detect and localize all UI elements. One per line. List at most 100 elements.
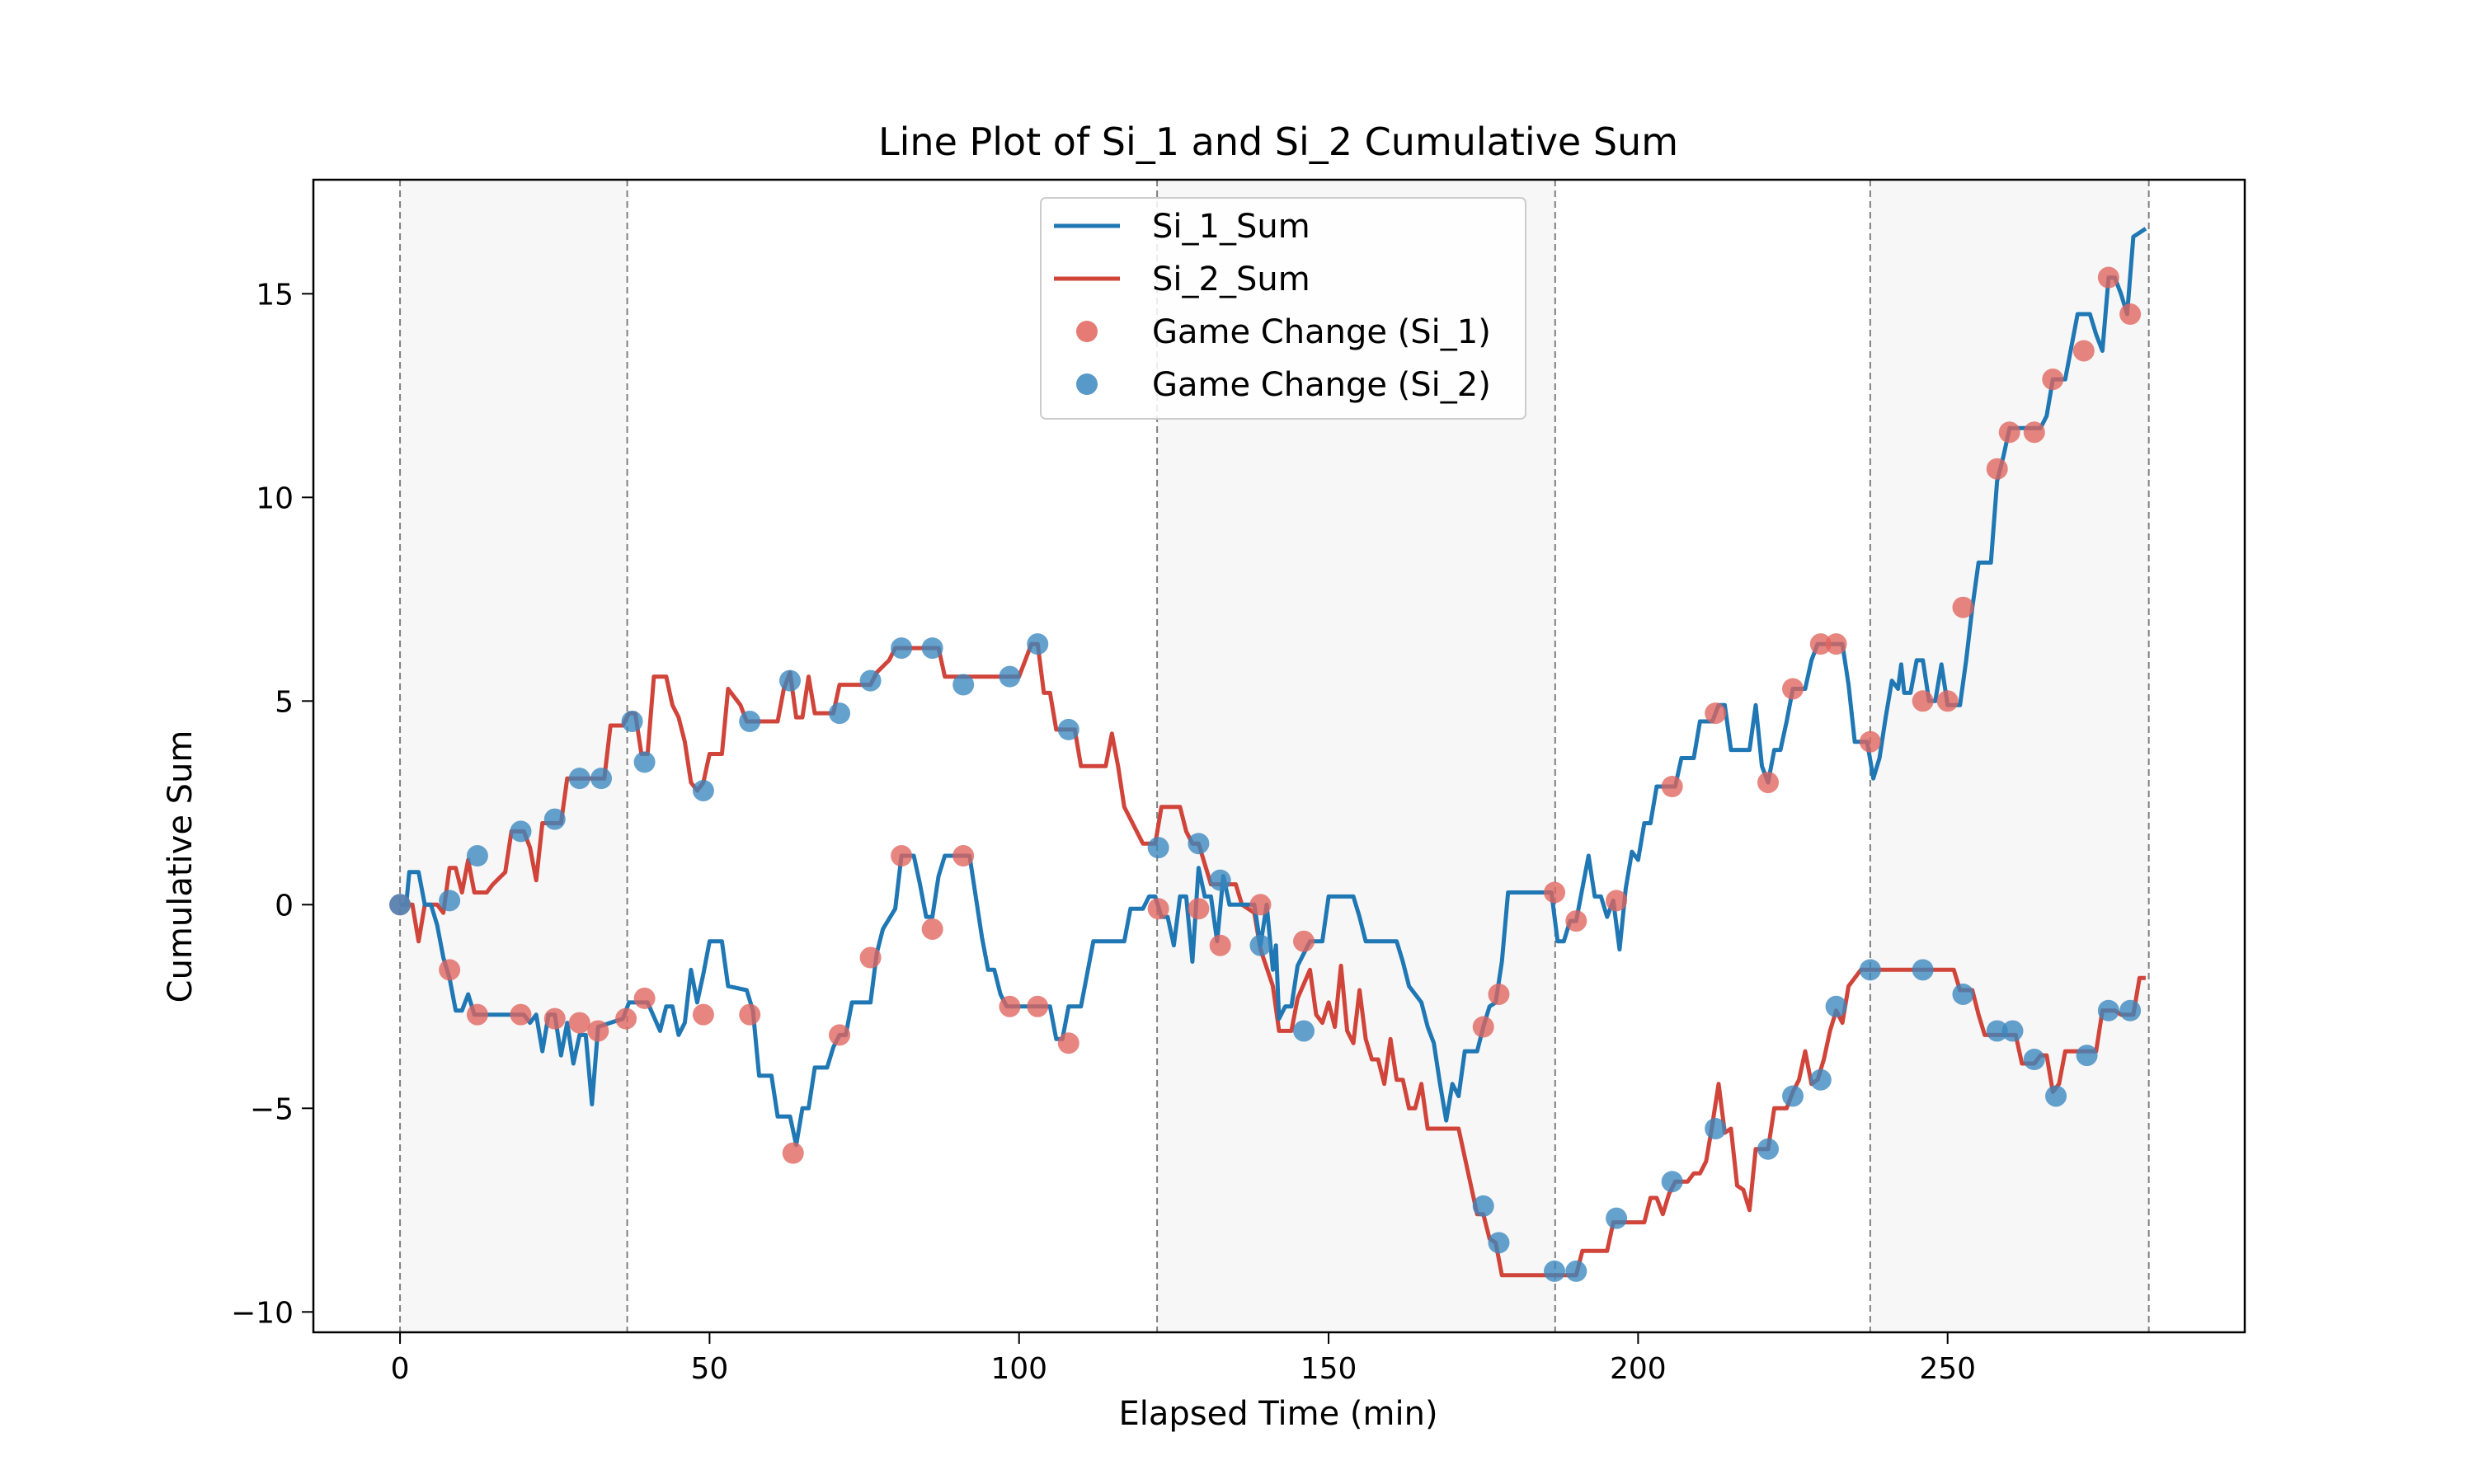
marker-si1-3 <box>466 1003 488 1026</box>
y-tick-label-5: 5 <box>275 685 294 719</box>
marker-si2-1 <box>389 894 412 916</box>
y-tick-label-15: 15 <box>256 278 294 312</box>
marker-si2-21 <box>1147 837 1169 859</box>
series-line-si-1-sum <box>400 227 2147 1148</box>
marker-si1-22 <box>1188 898 1210 920</box>
marker-si2-15 <box>891 637 913 660</box>
marker-si2-12 <box>778 669 801 692</box>
y-tick-label-10: 10 <box>256 481 294 515</box>
marker-si1-30 <box>1606 890 1628 912</box>
marker-si1-15 <box>891 845 913 867</box>
marker-si2-33 <box>1757 1138 1780 1160</box>
marker-si1-41 <box>1986 458 2008 480</box>
marker-si1-18 <box>999 995 1021 1017</box>
marker-si2-32 <box>1705 1118 1727 1140</box>
marker-si1-16 <box>921 918 943 940</box>
series-line-si-2-sum <box>400 641 2146 1278</box>
marker-si2-16 <box>921 637 943 660</box>
marker-si1-13 <box>829 1024 851 1046</box>
marker-si2-28 <box>1544 1260 1566 1282</box>
marker-si1-23 <box>1209 934 1231 956</box>
marker-si2-44 <box>2076 1045 2098 1067</box>
legend-label-4: Game Change (Si_2) <box>1152 366 1491 404</box>
period-boundaries <box>399 180 2150 1332</box>
marker-si2-2 <box>439 890 461 912</box>
legend-label-3: Game Change (Si_1) <box>1152 313 1491 351</box>
x-tick-label-100: 100 <box>990 1352 1047 1386</box>
marker-si2-22 <box>1188 833 1210 855</box>
marker-si2-41 <box>2001 1020 2024 1042</box>
marker-si2-6 <box>568 768 590 790</box>
x-tick-label-50: 50 <box>691 1352 729 1386</box>
marker-si2-25 <box>1293 1020 1315 1042</box>
marker-si1-24 <box>1249 894 1272 916</box>
marker-si1-7 <box>587 1020 609 1042</box>
plot-area-frame <box>312 178 2246 1334</box>
marker-si2-14 <box>859 669 882 692</box>
marker-si2-34 <box>1782 1085 1804 1107</box>
marker-si2-30 <box>1606 1207 1628 1229</box>
marker-si1-42 <box>1998 421 2020 444</box>
marker-si1-14 <box>859 946 882 969</box>
marker-si1-17 <box>952 845 975 867</box>
marker-si2-36 <box>1825 995 1847 1017</box>
marker-si2-13 <box>829 702 851 725</box>
marker-si2-24 <box>1249 934 1272 956</box>
game-change-markers <box>389 266 2142 1282</box>
marker-si1-32 <box>1705 702 1727 725</box>
legend-label-1: Si_1_Sum <box>1152 208 1310 246</box>
marker-si2-35 <box>1809 1068 1832 1091</box>
x-tick-label-200: 200 <box>1610 1352 1667 1386</box>
marker-si2-23 <box>1209 869 1231 891</box>
marker-si1-2 <box>439 959 461 981</box>
marker-si1-46 <box>2097 266 2119 289</box>
marker-si2-27 <box>1488 1232 1510 1254</box>
marker-si2-45 <box>2097 999 2119 1021</box>
marker-si1-29 <box>1565 910 1587 932</box>
marker-si2-17 <box>952 674 975 696</box>
marker-si1-44 <box>2042 369 2064 391</box>
marker-si1-37 <box>1859 730 1881 753</box>
x-axis-ticks: 0 50 100 150 200 250 <box>391 1332 1976 1386</box>
marker-si2-42 <box>2023 1049 2045 1071</box>
chart-title: Line Plot of Si_1 and Si_2 Cumulative Su… <box>878 120 1678 164</box>
marker-si2-40 <box>1986 1020 2008 1042</box>
marker-si2-18 <box>999 665 1021 688</box>
marker-si2-4 <box>510 820 532 843</box>
marker-si2-5 <box>543 808 566 830</box>
x-tick-label-250: 250 <box>1919 1352 1976 1386</box>
marker-si1-5 <box>543 1007 566 1030</box>
marker-si1-4 <box>510 1003 532 1026</box>
marker-si2-26 <box>1472 1195 1494 1217</box>
legend-box <box>1040 197 1526 420</box>
marker-si1-27 <box>1488 983 1510 1005</box>
marker-si1-19 <box>1027 995 1049 1017</box>
marker-si2-38 <box>1912 959 1934 981</box>
marker-si1-33 <box>1757 772 1780 794</box>
marker-si2-39 <box>1952 983 1974 1005</box>
marker-si2-19 <box>1027 633 1049 655</box>
legend-swatch-4 <box>1076 373 1098 395</box>
marker-si1-20 <box>1057 1032 1079 1054</box>
marker-si1-34 <box>1782 678 1804 700</box>
marker-si2-37 <box>1859 959 1881 981</box>
legend-swatch-3 <box>1076 321 1098 342</box>
y-axis-label: Cumulative Sum <box>162 730 200 1003</box>
marker-si2-9 <box>633 751 656 773</box>
marker-si2-8 <box>621 711 643 733</box>
marker-si1-47 <box>2119 303 2142 326</box>
marker-si2-31 <box>1661 1171 1683 1193</box>
x-tick-label-150: 150 <box>1300 1352 1357 1386</box>
x-tick-label-0: 0 <box>391 1352 410 1386</box>
shaded-period-3 <box>1870 180 2149 1332</box>
legend-label-2: Si_2_Sum <box>1152 261 1310 298</box>
marker-si1-40 <box>1952 596 1974 618</box>
marker-si1-12 <box>782 1142 804 1164</box>
marker-si2-20 <box>1057 718 1079 740</box>
y-tick-label--10: −10 <box>231 1296 294 1330</box>
marker-si2-46 <box>2119 999 2142 1021</box>
marker-si2-10 <box>692 779 714 801</box>
series-lines <box>400 227 2147 1278</box>
shaded-period-1 <box>400 180 628 1332</box>
